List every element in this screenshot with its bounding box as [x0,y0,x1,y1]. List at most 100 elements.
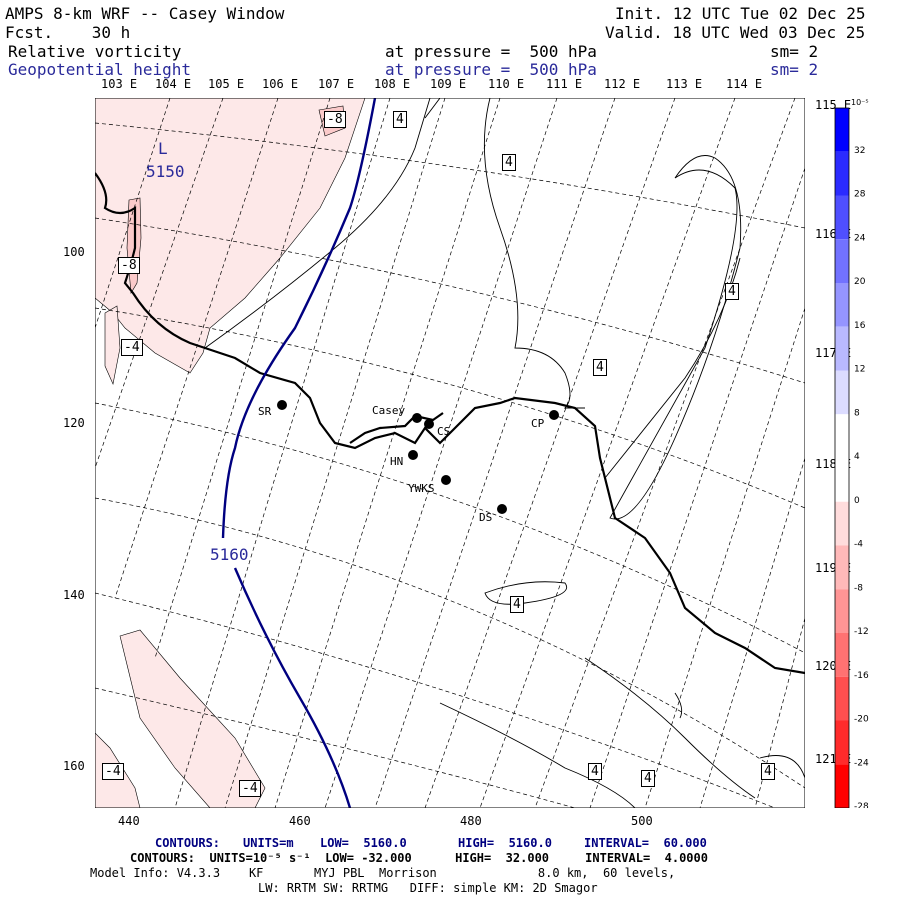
footer-model-info: Model Info: V4.3.3 KF MYJ PBL Morrison 8… [90,866,676,880]
colorbar: 322824201612840-4-8-12-16-20-24-28-3210⁻… [810,98,883,856]
station-dot-ds [497,504,507,514]
vorticity-label: 4 [725,283,739,300]
colorbar-tick-label: -28 [854,802,869,808]
height-contour-5160 [233,567,352,808]
colorbar-tick-label: 0 [854,496,860,506]
lon-label: 104 E [155,77,192,91]
station-label-hn: HN [390,455,404,468]
lon-label: 103 E [101,77,138,91]
colorbar-tick-label: 24 [854,233,866,243]
footer-interval: INTERVAL= 60.000 [584,836,707,850]
low-marker: L [158,139,168,158]
station-label-cs: CS [437,425,451,438]
lon-label: 106 E [262,77,299,91]
field2-level: at pressure = 500 hPa [385,60,597,79]
x-tick-label: 460 [289,814,311,828]
lon-label: 105 E [208,77,245,91]
colorbar-segment [835,195,849,240]
height-contour-5160 [221,98,377,539]
colorbar-segment [835,720,849,765]
init-time: Init. 12 UTC Tue 02 Dec 25 [615,4,866,23]
colorbar-tick-label: -20 [854,715,869,725]
height-label-5150: 5150 [146,162,185,181]
field1-level: at pressure = 500 hPa [385,42,597,61]
lon-label: 111 E [546,77,583,91]
coastline [95,172,805,675]
lon-label: 115 E [815,98,852,112]
colorbar-tick-label: 20 [854,277,866,287]
graticule [95,98,805,808]
field2-name: Geopotential height [8,60,192,79]
coastline [349,412,444,444]
lon-label: 108 E [374,77,411,91]
vorticity-shade [104,305,121,385]
valid-time: Valid. 18 UTC Wed 03 Dec 25 [605,23,866,42]
station-label-casey: Casey [372,404,406,417]
map-panel [95,98,805,808]
footer-vorticity-contours: CONTOURS: UNITS=10⁻⁵ s⁻¹ LOW= -32.000 HI… [130,851,708,865]
y-tick-label: 160 [63,759,85,773]
colorbar-tick-label: -24 [854,758,869,768]
x-tick-label: 440 [118,814,140,828]
colorbar-segment [835,283,849,327]
station-dot-ywks [441,475,451,485]
station-dot-cs [424,419,434,429]
field2-smoothing: sm= 2 [770,60,819,79]
colorbar-segment [835,458,849,502]
vorticity-label: 4 [502,154,516,171]
y-tick-label: 120 [63,416,85,430]
station-dot-hn [408,450,418,460]
station-label-ds: DS [479,511,493,524]
footer-low: LOW= 5160.0 [320,836,407,850]
vorticity-label: 4 [393,111,407,128]
field1-name: Relative vorticity [8,42,182,61]
vorticity-label: 4 [593,359,607,376]
y-tick-label: 140 [63,588,85,602]
station-label-ywks: YWKS [408,482,435,495]
colorbar-segment [835,370,849,415]
colorbar-tick-label: 16 [854,321,866,331]
vorticity-label: -8 [118,257,140,274]
station-label-cp: CP [531,417,545,430]
vorticity-label: -4 [102,763,124,780]
colorbar-tick-label: 8 [854,408,860,418]
vorticity-label: -4 [239,780,261,797]
vorticity-contour [204,98,805,808]
vorticity-label: -4 [121,339,143,356]
colorbar-tick-label: 12 [854,365,865,375]
station-label-sr: SR [258,405,272,418]
colorbar-tick-label: 32 [854,146,865,156]
footer-physics: LW: RRTM SW: RRTMG DIFF: simple KM: 2D S… [258,881,598,895]
height-label-5160: 5160 [210,545,249,564]
lon-label: 109 E [430,77,467,91]
footer-contours-label: CONTOURS: [155,836,221,850]
colorbar-tick-label: -4 [854,540,863,550]
colorbar-tick-label: 4 [854,452,860,462]
colorbar-segment [835,151,849,196]
colorbar-segment [835,239,849,283]
colorbar-segment [835,676,849,721]
station-dot-cp [549,410,559,420]
field1-smoothing: sm= 2 [770,42,819,61]
footer-high: HIGH= 5160.0 [458,836,552,850]
x-tick-label: 480 [460,814,482,828]
chart-title: AMPS 8-km WRF -- Casey Window [5,4,285,23]
station-dot-sr [277,400,287,410]
colorbar-segment [835,108,849,152]
colorbar-segment [835,501,849,546]
vorticity-label: 4 [588,763,602,780]
colorbar-segment [835,589,849,633]
station-markers [277,400,559,514]
colorbar-tick-label: -16 [854,671,869,681]
colorbar-unit: 10⁻⁵ s⁻¹ [851,98,870,107]
colorbar-segment [835,414,849,458]
lon-label: 107 E [318,77,355,91]
colorbar-segment [835,545,849,590]
x-tick-label: 500 [631,814,653,828]
colorbar-tick-label: -12 [854,627,869,637]
vorticity-label: -8 [324,111,346,128]
y-tick-label: 100 [63,245,85,259]
colorbar-tick-label: 28 [854,190,866,200]
colorbar-segment [835,633,849,677]
lon-label: 114 E [726,77,763,91]
